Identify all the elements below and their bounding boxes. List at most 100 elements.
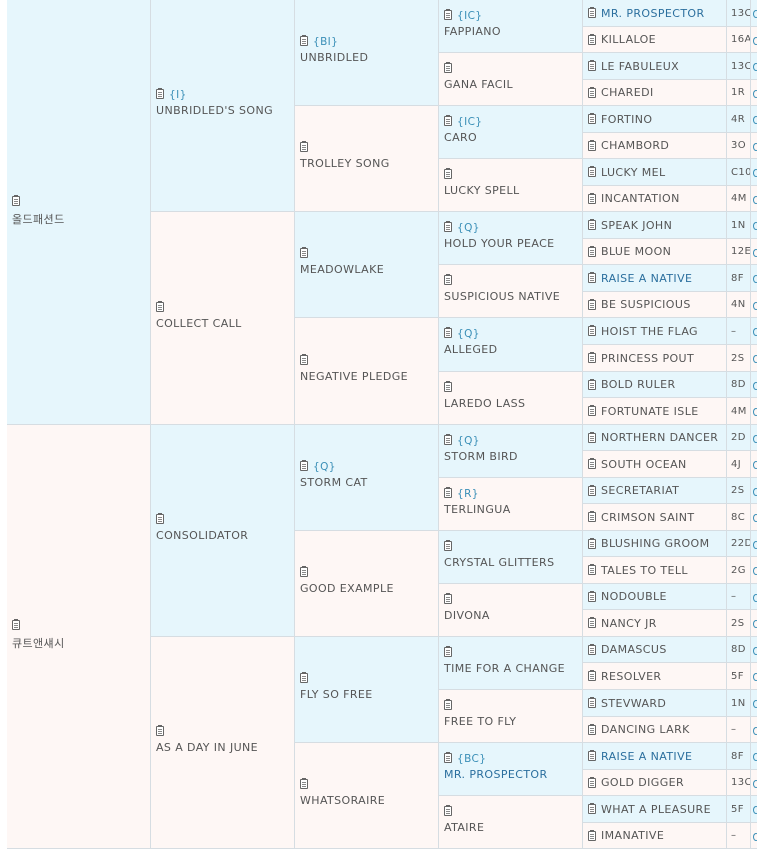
arrow-icon[interactable] (751, 133, 757, 158)
horse-name[interactable]: UNBRIDLED (300, 51, 369, 64)
arrow-icon[interactable] (751, 372, 757, 397)
g4-horse[interactable]: {IC} CARO (439, 106, 583, 159)
g3-horse[interactable]: {BI} UNBRIDLED (295, 0, 439, 106)
arrow-icon[interactable] (751, 159, 757, 185)
g4-horse[interactable]: CRYSTAL GLITTERS (439, 531, 583, 584)
g5-horse[interactable]: NANCY JR (583, 610, 727, 637)
arrow-icon[interactable] (751, 531, 757, 556)
arrow-icon[interactable] (751, 717, 757, 742)
g4-horse[interactable]: GANA FACIL (439, 53, 583, 106)
horse-name[interactable]: STEVWARD (601, 696, 667, 710)
horse-name[interactable]: TALES TO TELL (601, 563, 688, 577)
horse-name[interactable]: BE SUSPICIOUS (601, 298, 691, 311)
arrow-icon[interactable] (751, 53, 757, 79)
expand-cell[interactable] (751, 239, 757, 265)
expand-cell[interactable] (751, 610, 757, 637)
horse-name[interactable]: NODOUBLE (601, 590, 667, 603)
arrow-icon[interactable] (751, 345, 757, 371)
arrow-icon[interactable] (751, 239, 757, 264)
g1-horse[interactable]: 올드패션드 (7, 0, 151, 425)
g3-horse[interactable]: NEGATIVE PLEDGE (295, 318, 439, 425)
g4-horse[interactable]: TIME FOR A CHANGE (439, 637, 583, 690)
horse-name[interactable]: UNBRIDLED'S SONG (156, 104, 274, 117)
arrow-icon[interactable] (751, 80, 757, 105)
arrow-icon[interactable] (751, 796, 757, 822)
horse-name[interactable]: HOLD YOUR PEACE (444, 237, 555, 250)
g5-horse[interactable]: INCANTATION (583, 186, 727, 212)
expand-cell[interactable] (751, 0, 757, 27)
g5-horse[interactable]: BLUE MOON (583, 239, 727, 265)
horse-name[interactable]: HOIST THE FLAG (601, 324, 698, 338)
horse-name[interactable]: 큐트앤섀시 (12, 637, 65, 650)
horse-name[interactable]: DAMASCUS (601, 643, 667, 656)
horse-name[interactable]: RAISE A NATIVE (601, 749, 693, 763)
horse-name[interactable]: NANCY JR (601, 616, 657, 630)
horse-name[interactable]: LE FABULEUX (601, 59, 680, 73)
horse-name[interactable]: COLLECT CALL (156, 317, 242, 330)
horse-name[interactable]: INCANTATION (601, 192, 680, 205)
horse-name[interactable]: LUCKY SPELL (444, 184, 520, 197)
horse-name[interactable]: AS A DAY IN JUNE (156, 741, 259, 754)
horse-name[interactable]: CRIMSON SAINT (601, 510, 695, 524)
horse-name[interactable]: ATAIRE (444, 821, 485, 834)
horse-name[interactable]: BLUE MOON (601, 245, 672, 258)
expand-cell[interactable] (751, 292, 757, 318)
g5-horse[interactable]: STEVWARD (583, 690, 727, 717)
horse-name[interactable]: BLUSHING GROOM (601, 537, 710, 550)
expand-cell[interactable] (751, 451, 757, 478)
g5-horse[interactable]: FORTINO (583, 106, 727, 133)
g5-horse[interactable]: IMANATIVE (583, 823, 727, 849)
g4-horse[interactable]: {Q} HOLD YOUR PEACE (439, 212, 583, 265)
arrow-icon[interactable] (751, 106, 757, 132)
g5-horse[interactable]: BOLD RULER (583, 372, 727, 398)
horse-name[interactable]: NEGATIVE PLEDGE (300, 370, 408, 383)
expand-cell[interactable] (751, 53, 757, 80)
g5-horse[interactable]: TALES TO TELL (583, 557, 727, 584)
horse-name[interactable]: SPEAK JOHN (601, 218, 673, 232)
g5-horse[interactable]: SECRETARIAT (583, 478, 727, 504)
arrow-icon[interactable] (751, 690, 757, 716)
g3-horse[interactable]: {Q} STORM CAT (295, 425, 439, 531)
g4-horse[interactable]: ATAIRE (439, 796, 583, 849)
expand-cell[interactable] (751, 717, 757, 743)
expand-cell[interactable] (751, 663, 757, 690)
horse-name[interactable]: TROLLEY SONG (300, 157, 390, 170)
horse-name[interactable]: RAISE A NATIVE (601, 271, 693, 285)
g4-horse[interactable]: {R} TERLINGUA (439, 478, 583, 531)
expand-cell[interactable] (751, 584, 757, 610)
arrow-icon[interactable] (751, 637, 757, 662)
g2-horse[interactable]: COLLECT CALL (151, 212, 295, 425)
horse-name[interactable]: CONSOLIDATOR (156, 529, 249, 542)
expand-cell[interactable] (751, 106, 757, 133)
arrow-icon[interactable] (751, 186, 757, 211)
horse-name[interactable]: STORM CAT (300, 476, 368, 489)
horse-name[interactable]: MR. PROSPECTOR (444, 768, 548, 781)
g5-horse[interactable]: FORTUNATE ISLE (583, 398, 727, 425)
g3-horse[interactable]: TROLLEY SONG (295, 106, 439, 212)
horse-name[interactable]: DANCING LARK (601, 723, 690, 736)
arrow-icon[interactable] (751, 770, 757, 795)
g5-horse[interactable]: CHAMBORD (583, 133, 727, 159)
expand-cell[interactable] (751, 345, 757, 372)
expand-cell[interactable] (751, 531, 757, 557)
expand-cell[interactable] (751, 318, 757, 345)
g5-horse[interactable]: HOIST THE FLAG (583, 318, 727, 345)
horse-name[interactable]: DIVONA (444, 609, 490, 622)
horse-name[interactable]: CRYSTAL GLITTERS (444, 556, 555, 569)
g4-horse[interactable]: {Q} STORM BIRD (439, 425, 583, 478)
g4-horse[interactable]: LAREDO LASS (439, 372, 583, 425)
arrow-icon[interactable] (751, 27, 757, 52)
arrow-icon[interactable] (751, 557, 757, 583)
horse-name[interactable]: FAPPIANO (444, 25, 501, 38)
g4-horse[interactable]: {Q} ALLEGED (439, 318, 583, 372)
horse-name[interactable]: TIME FOR A CHANGE (444, 662, 566, 675)
g5-horse[interactable]: CHAREDI (583, 80, 727, 106)
g4-horse[interactable]: FREE TO FLY (439, 690, 583, 743)
horse-name[interactable]: SOUTH OCEAN (601, 457, 687, 471)
horse-name[interactable]: WHATSORAIRE (300, 794, 386, 807)
horse-name[interactable]: STORM BIRD (444, 450, 518, 463)
expand-cell[interactable] (751, 27, 757, 53)
g5-horse[interactable]: BLUSHING GROOM (583, 531, 727, 557)
arrow-icon[interactable] (751, 504, 757, 530)
g3-horse[interactable]: MEADOWLAKE (295, 212, 439, 318)
